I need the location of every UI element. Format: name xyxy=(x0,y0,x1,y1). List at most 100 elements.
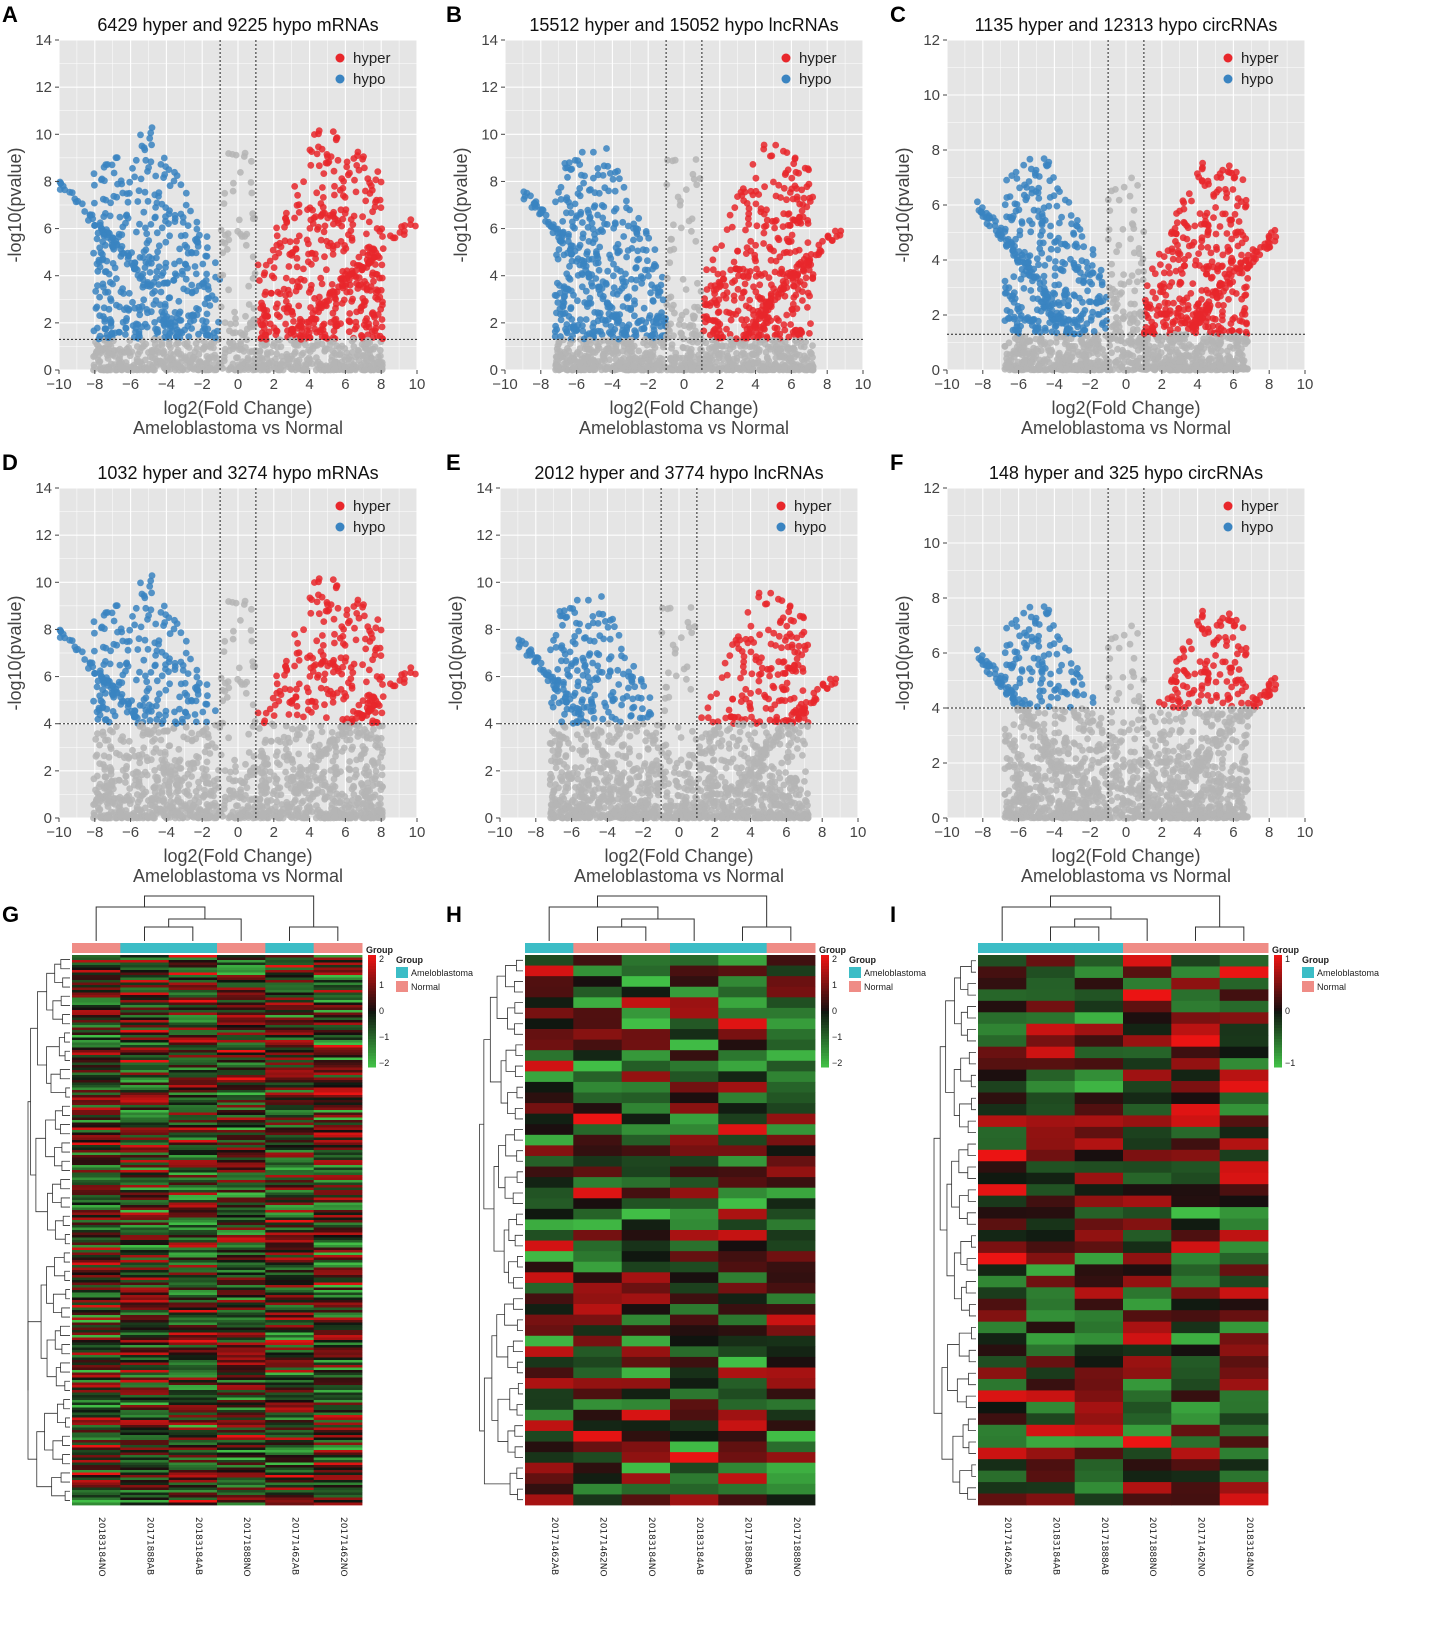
chart-title: 6429 hyper and 9225 hypo mRNAs xyxy=(97,15,378,35)
hypo-point xyxy=(557,316,565,324)
hyper-point xyxy=(727,266,735,274)
hyper-point xyxy=(341,242,348,249)
hypo-point xyxy=(654,312,661,320)
hypo-point xyxy=(553,251,560,259)
hyper-point xyxy=(779,278,787,285)
hyper-point xyxy=(804,239,812,247)
ns-point xyxy=(567,340,574,347)
x-tick-label: 0 xyxy=(234,376,242,393)
hyper-point xyxy=(789,216,797,224)
ns-point xyxy=(807,348,814,356)
hypo-point xyxy=(631,300,638,308)
volcano-panel-c: C 1135 hyper and 12313 hypo circRNAs−10 −8… xyxy=(890,2,1313,438)
hyper-point xyxy=(272,304,280,311)
hyper-point xyxy=(367,283,375,290)
hyper-point xyxy=(332,304,339,312)
hypo-point xyxy=(1013,175,1021,182)
hypo-point xyxy=(569,324,577,332)
hyper-point xyxy=(334,217,342,224)
hypo-point xyxy=(562,325,569,333)
hyper-point xyxy=(378,316,386,323)
ns-point xyxy=(713,358,720,366)
ns-point xyxy=(237,329,244,337)
hypo-point xyxy=(182,201,190,209)
hyper-point xyxy=(346,318,354,326)
ns-point xyxy=(232,315,239,322)
hypo-point xyxy=(564,173,571,181)
hyper-point xyxy=(289,311,297,318)
hypo-point xyxy=(1027,228,1035,236)
hyper-point xyxy=(763,216,771,224)
hyper-point xyxy=(294,191,301,199)
hyper-point xyxy=(1219,316,1226,324)
hyper-point xyxy=(797,219,805,227)
ns-point xyxy=(1035,362,1043,370)
hyper-point xyxy=(760,240,767,247)
x-tick-label: 4 xyxy=(305,376,313,393)
hypo-point xyxy=(151,287,159,295)
hypo-point xyxy=(642,319,650,326)
ns-point xyxy=(104,349,112,356)
hypo-point xyxy=(1067,212,1075,219)
hypo-point xyxy=(170,177,178,185)
hypo-point xyxy=(188,249,196,257)
ns-point xyxy=(697,345,704,353)
hyper-point xyxy=(273,224,280,232)
hypo-point xyxy=(125,289,133,297)
hyper-point xyxy=(306,225,314,232)
hyper-point xyxy=(817,248,825,255)
hyper-point xyxy=(734,247,741,255)
ns-point xyxy=(668,235,675,243)
ns-point xyxy=(280,361,287,369)
hypo-point xyxy=(574,190,582,198)
hypo-point xyxy=(1057,265,1065,273)
hyper-point xyxy=(362,297,369,305)
ns-point xyxy=(226,339,233,346)
ns-point xyxy=(348,337,356,345)
hyper-point xyxy=(1172,230,1180,238)
ns-point xyxy=(604,365,612,372)
hyper-point xyxy=(373,196,380,204)
hyper-point xyxy=(282,274,290,282)
hyper-point xyxy=(1234,202,1241,210)
ns-point xyxy=(305,354,313,362)
hyper-point xyxy=(745,205,753,212)
hypo-point xyxy=(147,129,155,137)
ns-point xyxy=(219,238,226,246)
hyper-point xyxy=(289,277,296,285)
hypo-point xyxy=(563,209,570,217)
y-axis-label: -log10(pvalue) xyxy=(451,147,471,262)
hyper-point xyxy=(805,180,813,188)
hypo-point xyxy=(561,292,568,300)
hyper-point xyxy=(321,253,328,261)
legend-label-hyper: hyper xyxy=(799,50,837,67)
ns-point xyxy=(144,365,152,373)
hyper-point xyxy=(308,250,316,257)
hypo-point xyxy=(57,179,65,187)
ns-point xyxy=(1113,248,1120,256)
ns-point xyxy=(376,346,384,354)
hypo-point xyxy=(1046,232,1054,240)
x-tick-label: 10 xyxy=(855,376,872,393)
y-tick-label: 14 xyxy=(35,32,52,49)
hyper-point xyxy=(746,296,754,304)
hyper-point xyxy=(715,308,723,316)
hypo-point xyxy=(81,208,89,215)
hyper-point xyxy=(1157,261,1164,268)
ns-point xyxy=(667,366,674,374)
hyper-point xyxy=(1238,251,1245,259)
hypo-point xyxy=(1038,210,1046,218)
hypo-point xyxy=(1030,206,1038,214)
hypo-point xyxy=(1033,306,1041,314)
ns-point xyxy=(212,366,220,374)
y-tick-label: 10 xyxy=(481,126,498,143)
hypo-point xyxy=(632,329,640,336)
ns-point xyxy=(1128,174,1135,182)
hypo-point xyxy=(583,250,591,258)
hyper-point xyxy=(350,155,358,162)
ns-point xyxy=(671,156,679,164)
ns-point xyxy=(291,350,298,357)
ns-point xyxy=(685,217,693,225)
ns-point xyxy=(610,350,618,358)
hypo-point xyxy=(85,216,92,224)
